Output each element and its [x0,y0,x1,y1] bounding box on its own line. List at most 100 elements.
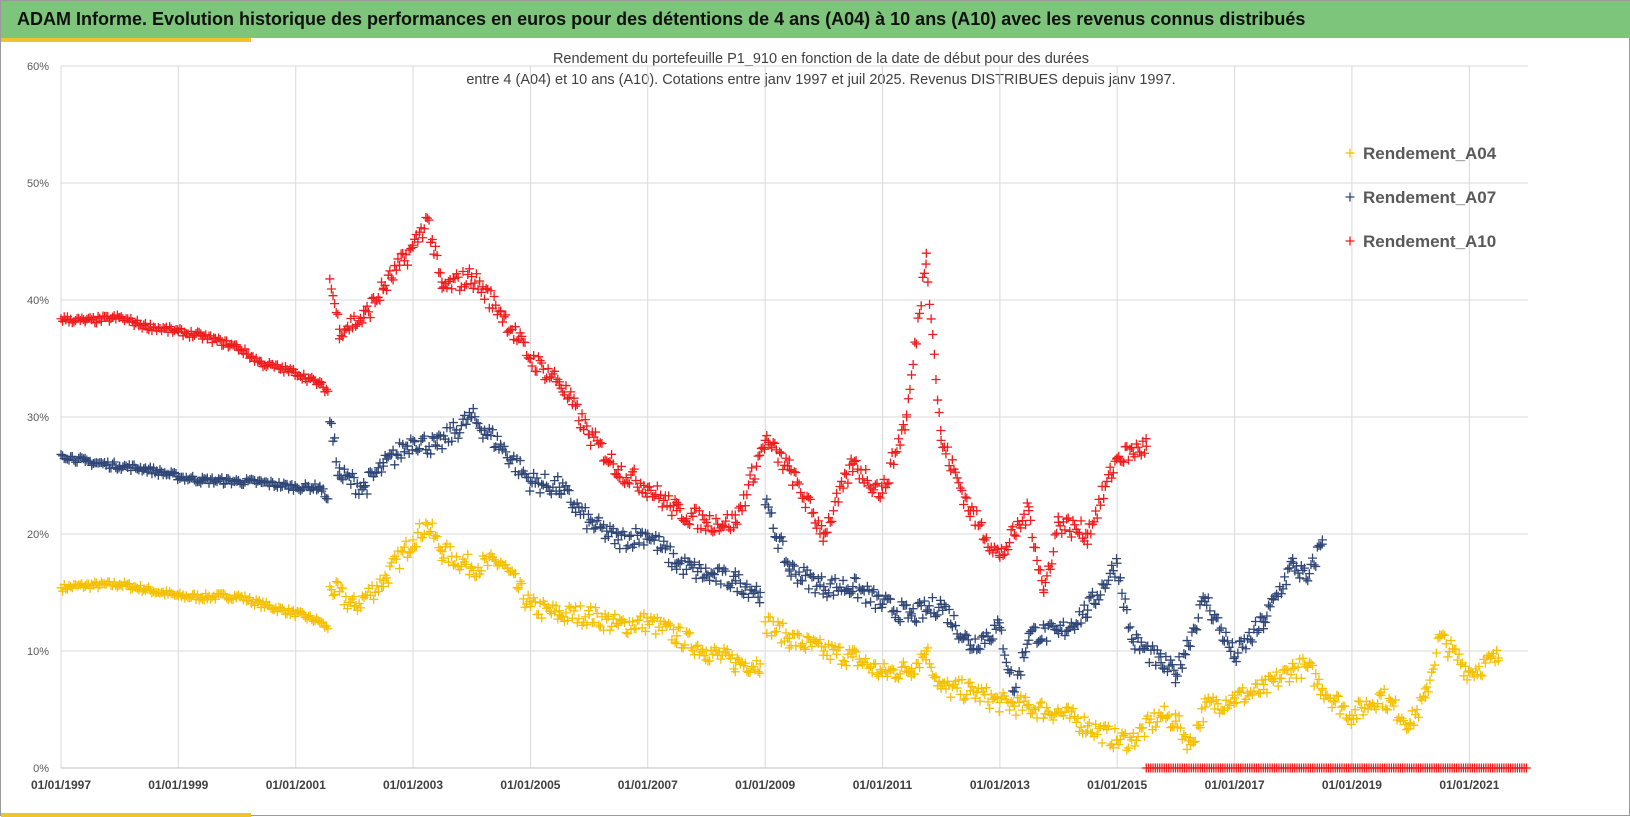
interpolated-point [1158,663,1168,673]
interpolated-point [1162,667,1172,677]
interpolated-point [1456,660,1466,670]
data-point [432,441,442,451]
interpolated-point [142,324,152,334]
interpolated-point [668,549,678,559]
data-point [408,435,418,445]
data-point [755,588,765,597]
interpolated-point [794,567,804,577]
interpolated-point [447,284,457,294]
interpolated-point [1198,592,1208,602]
interpolated-point [564,392,574,402]
interpolated-point [194,327,204,337]
interpolated-point [67,451,77,461]
interpolated-point [879,659,889,669]
interpolated-point [983,631,993,641]
interpolated-point [620,617,630,627]
interpolated-point [1082,612,1092,622]
interpolated-point [845,460,855,470]
interpolated-point [986,636,996,646]
y-axis: 0% 10% 20% 30% 40% 50% 60% [27,61,49,775]
chart-title-line2: entre 4 (A04) et 10 ans (A10). Cotations… [466,72,1175,88]
interpolated-point [832,649,842,659]
interpolated-point [870,659,880,669]
interpolated-point [399,542,409,552]
interpolated-point [124,579,134,589]
interpolated-point [510,322,520,332]
interpolated-point [481,283,491,293]
interpolated-point [1151,722,1161,732]
interpolated-point [1461,661,1470,671]
interpolated-point [1125,444,1135,454]
interpolated-point [862,475,872,485]
interpolated-point [1184,641,1194,651]
interpolated-point [597,439,607,449]
data-point [408,535,418,545]
interpolated-point [388,275,398,285]
interpolated-point [931,374,941,384]
interpolated-point [1454,649,1464,659]
interpolated-point [943,442,953,452]
interpolated-point [709,526,719,536]
interpolated-point [582,620,592,630]
interpolated-point [453,433,463,443]
interpolated-point [114,463,124,473]
interpolated-point [1123,455,1133,465]
interpolated-point [824,588,834,598]
interpolated-point [1102,580,1112,590]
interpolated-point [561,608,571,618]
interpolated-point [448,560,458,570]
interpolated-point [951,621,961,631]
interpolated-point [171,468,181,478]
interpolated-point [673,622,683,632]
interpolated-point [681,514,691,524]
interpolated-point [1226,646,1236,656]
interpolated-point [1412,705,1422,715]
interpolated-point [333,578,343,588]
interpolated-point [1306,658,1316,668]
interpolated-point [1141,434,1151,444]
interpolated-point [936,425,946,435]
interpolated-point [1162,712,1172,722]
interpolated-point [762,494,772,504]
interpolated-point [553,374,563,384]
interpolated-point [989,620,999,630]
interpolated-point [1040,577,1050,587]
interpolated-point [525,486,535,496]
interpolated-point [354,598,364,608]
interpolated-point [553,472,563,482]
interpolated-point [445,423,455,433]
x-tick-label: 01/01/2009 [735,778,795,792]
data-point [1127,634,1137,644]
interpolated-point [1185,733,1195,743]
interpolated-point [801,570,811,580]
interpolated-point [523,353,533,363]
interpolated-point [1047,559,1057,569]
interpolated-point [1414,712,1424,722]
interpolated-point [840,657,850,667]
interpolated-point [882,671,892,681]
interpolated-point [664,491,674,501]
interpolated-point [683,519,693,529]
interpolated-point [862,581,872,591]
interpolated-point [1130,644,1140,654]
interpolated-point [1417,695,1427,705]
interpolated-point [410,437,420,447]
interpolated-point [1095,500,1105,510]
interpolated-point [735,578,745,588]
interpolated-point [1340,701,1350,711]
interpolated-point [533,352,543,362]
interpolated-point [737,588,747,598]
interpolated-point [678,569,688,579]
interpolated-point [1213,699,1223,709]
interpolated-point [517,578,527,588]
interpolated-point [550,366,560,376]
x-tick-label: 01/01/2015 [1087,778,1147,792]
interpolated-point [906,609,916,619]
interpolated-point [885,594,895,604]
interpolated-point [1066,532,1076,542]
interpolated-point [475,276,485,286]
interpolated-point [1281,580,1291,590]
interpolated-point [391,554,401,564]
interpolated-point [1100,482,1110,492]
interpolated-point [398,547,408,557]
